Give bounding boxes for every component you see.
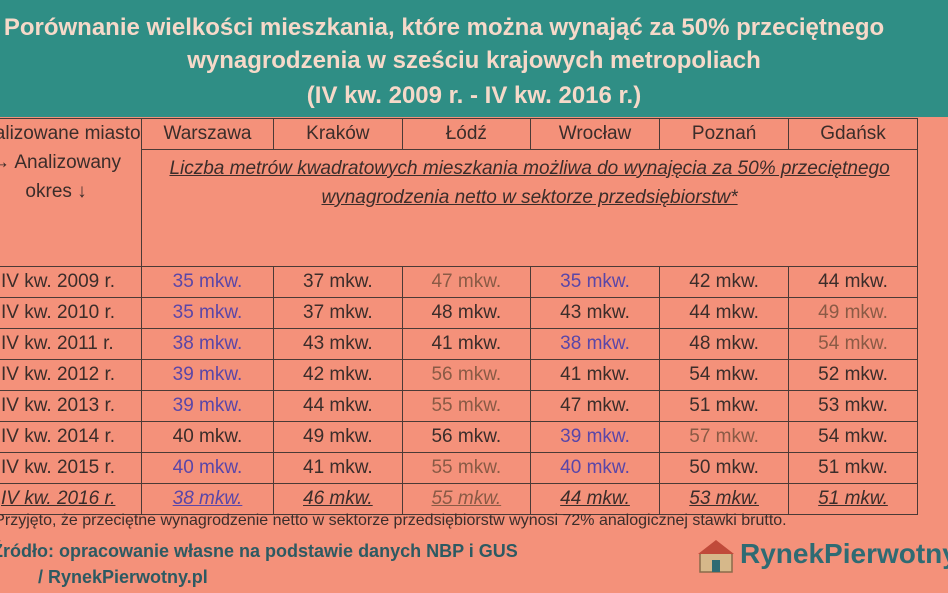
table-cell: 42 mkw. bbox=[272, 359, 403, 391]
logo-wordmark: RynekPierwotny bbox=[740, 538, 948, 569]
table-cell: 39 mkw. bbox=[141, 359, 274, 391]
table-cell: 49 mkw. bbox=[788, 297, 918, 329]
table-cell: 54 mkw. bbox=[788, 421, 918, 453]
row-period-label: IV kw. 2015 r. bbox=[0, 452, 143, 484]
table-cell: 53 mkw. bbox=[788, 390, 918, 422]
table-cell: 41 mkw. bbox=[401, 328, 531, 360]
table-cell: 35 mkw. bbox=[141, 297, 274, 329]
chart-title-line-1: Porównanie wielkości mieszkania, które m… bbox=[3, 14, 885, 41]
table-cell: 54 mkw. bbox=[659, 359, 790, 391]
table-cell: 50 mkw. bbox=[659, 452, 790, 484]
table-cell: 41 mkw. bbox=[272, 452, 403, 484]
table-cell: 55 mkw. bbox=[401, 452, 531, 484]
chart-title-line-2: wynagrodzenia w sześciu krajowych metrop… bbox=[187, 47, 761, 74]
table-cell: 41 mkw. bbox=[529, 359, 661, 391]
table-cell: 40 mkw. bbox=[141, 421, 274, 453]
row-period-label: IV kw. 2016 r. bbox=[0, 483, 143, 515]
column-header-4: Poznań bbox=[659, 118, 790, 150]
column-header-2: Łódź bbox=[401, 118, 531, 150]
table-cell: 51 mkw. bbox=[659, 390, 790, 422]
data-table: Analizowane miasto → Analizowany okres ↓… bbox=[0, 118, 918, 515]
table-cell: 39 mkw. bbox=[529, 421, 661, 453]
table-cell: 38 mkw. bbox=[141, 483, 274, 515]
column-header-3: Wrocław bbox=[529, 118, 661, 150]
table-row: IV kw. 2009 r. 35 mkw. 37 mkw. 47 mkw. 35 mk… bbox=[0, 266, 918, 298]
table-description: Liczba metrów kwadratowych mieszkania mo… bbox=[141, 149, 918, 267]
table-cell: 44 mkw. bbox=[788, 266, 918, 298]
table-row: IV kw. 2013 r. 39 mkw. 44 mkw. 55 mkw. 47 mk… bbox=[0, 390, 918, 422]
table-cell: 46 mkw. bbox=[272, 483, 403, 515]
table-cell: 43 mkw. bbox=[529, 297, 661, 329]
table-cell: 47 mkw. bbox=[529, 390, 661, 422]
column-header-1: Kraków bbox=[272, 118, 403, 150]
row-period-label: IV kw. 2011 r. bbox=[0, 328, 143, 360]
table-cell: 40 mkw. bbox=[529, 452, 661, 484]
row-period-label: IV kw. 2010 r. bbox=[0, 297, 143, 329]
table-row: IV kw. 2010 r. 35 mkw. 37 mkw. 48 mkw. 43 mk… bbox=[0, 297, 918, 329]
column-header-0: Warszawa bbox=[141, 118, 274, 150]
source-line-1: Źródło: opracowanie własne na podstawie … bbox=[0, 541, 518, 561]
table-row: IV kw. 2016 r. 38 mkw. 46 mkw. 55 mkw. 44 mk… bbox=[0, 483, 918, 515]
table-cell: 39 mkw. bbox=[141, 390, 274, 422]
table-cell: 48 mkw. bbox=[401, 297, 531, 329]
table-row: IV kw. 2012 r. 39 mkw. 42 mkw. 56 mkw. 41 mk… bbox=[0, 359, 918, 391]
table-cell: 38 mkw. bbox=[529, 328, 661, 360]
table-cell: 44 mkw. bbox=[529, 483, 661, 515]
chart-title-banner: Porównanie wielkości mieszkania, które m… bbox=[0, 0, 948, 117]
table-row: IV kw. 2014 r. 40 mkw. 49 mkw. 56 mkw. 39 mk… bbox=[0, 421, 918, 453]
table-cell: 42 mkw. bbox=[659, 266, 790, 298]
footnote: *Przyjęto, że przeciętne wynagrodzenie n… bbox=[0, 512, 787, 529]
table-cell: 53 mkw. bbox=[659, 483, 790, 515]
row-period-label: IV kw. 2009 r. bbox=[0, 266, 143, 298]
table-row: IV kw. 2015 r. 40 mkw. 41 mkw. 55 mkw. 40 mk… bbox=[0, 452, 918, 484]
table-cell: 35 mkw. bbox=[529, 266, 661, 298]
logo-house-icon bbox=[698, 540, 734, 573]
table-cell: 48 mkw. bbox=[659, 328, 790, 360]
table-cell: 43 mkw. bbox=[272, 328, 403, 360]
row-period-label: IV kw. 2014 r. bbox=[0, 421, 143, 453]
table-cell: 40 mkw. bbox=[141, 452, 274, 484]
table-cell: 38 mkw. bbox=[141, 328, 274, 360]
column-header-5: Gdańsk bbox=[788, 118, 918, 150]
table-cell: 44 mkw. bbox=[659, 297, 790, 329]
table-cell: 55 mkw. bbox=[401, 483, 531, 515]
chart-title-line-3: (IV kw. 2009 r. - IV kw. 2016 r.) bbox=[306, 82, 642, 109]
row-period-label: IV kw. 2013 r. bbox=[0, 390, 143, 422]
table-cell: 51 mkw. bbox=[788, 452, 918, 484]
table-cell: 37 mkw. bbox=[272, 266, 403, 298]
source-line-2: / RynekPierwotny.pl bbox=[38, 567, 208, 587]
table-cell: 44 mkw. bbox=[272, 390, 403, 422]
table-cell: 49 mkw. bbox=[272, 421, 403, 453]
table-row: IV kw. 2011 r. 38 mkw. 43 mkw. 41 mkw. 38 mk… bbox=[0, 328, 918, 360]
table-cell: 52 mkw. bbox=[788, 359, 918, 391]
row-period-label: IV kw. 2012 r. bbox=[0, 359, 143, 391]
table-cell: 55 mkw. bbox=[401, 390, 531, 422]
table-cell: 51 mkw. bbox=[788, 483, 918, 515]
table-cell: 56 mkw. bbox=[401, 421, 531, 453]
table-cell: 37 mkw. bbox=[272, 297, 403, 329]
table-cell: 54 mkw. bbox=[788, 328, 918, 360]
table-cell: 35 mkw. bbox=[141, 266, 274, 298]
table-cell: 56 mkw. bbox=[401, 359, 531, 391]
table-cell: 57 mkw. bbox=[659, 421, 790, 453]
corner-label: Analizowane miasto → Analizowany okres ↓ bbox=[0, 118, 143, 267]
table-cell: 47 mkw. bbox=[401, 266, 531, 298]
